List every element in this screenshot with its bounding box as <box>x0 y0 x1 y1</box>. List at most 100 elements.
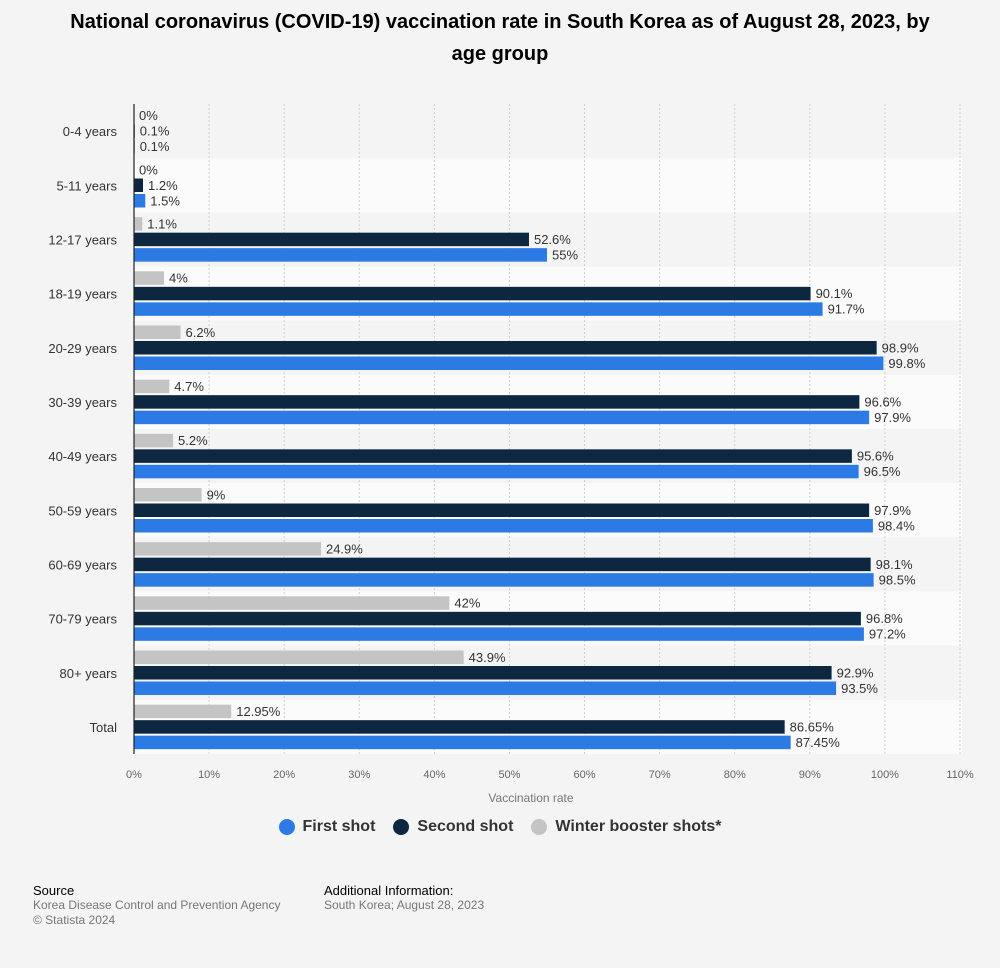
legend-item-second-shot[interactable]: Second shot <box>393 818 513 836</box>
category-label: 50-59 years <box>48 503 117 518</box>
bar-second <box>134 232 529 247</box>
chart-legend: First shot Second shot Winter booster sh… <box>0 818 1000 836</box>
bar-first <box>134 248 547 262</box>
category-label: Total <box>90 720 118 735</box>
x-tick-label: 20% <box>273 769 295 781</box>
bar-second <box>134 503 870 517</box>
x-axis-label: Vaccination rate <box>488 791 573 805</box>
bar-first <box>134 194 146 208</box>
category-label: 30-39 years <box>48 395 117 410</box>
footer-additional-info: Additional Information: South Korea; Aug… <box>324 883 484 913</box>
bar-first <box>134 410 870 425</box>
data-label-first: 91.7% <box>828 302 865 317</box>
data-label-first: 97.9% <box>874 410 911 425</box>
legend-marker-first-shot <box>278 819 295 835</box>
row-band <box>134 158 962 213</box>
legend-label-winter-booster: Winter booster shots* <box>555 818 722 835</box>
legend-label-second-shot: Second shot <box>417 818 514 835</box>
category-label: 5-11 years <box>57 178 118 193</box>
data-label-second: 90.1% <box>816 286 853 301</box>
chart-title: National coronavirus (COVID-19) vaccinat… <box>70 11 930 65</box>
data-label-booster: 0% <box>139 162 158 177</box>
data-label-first: 96.5% <box>864 464 901 479</box>
bar-booster <box>134 271 165 285</box>
data-label-second: 97.9% <box>874 503 911 518</box>
legend-item-first-shot[interactable]: First shot <box>278 818 376 836</box>
data-label-first: 98.4% <box>878 518 915 533</box>
category-label: 18-19 years <box>48 287 117 302</box>
bar-first <box>134 627 864 641</box>
data-label-second: 95.6% <box>857 449 894 464</box>
data-label-second: 52.6% <box>534 232 571 247</box>
data-label-second: 1.2% <box>148 178 178 193</box>
data-label-booster: 24.9% <box>326 541 363 556</box>
data-label-booster: 5.2% <box>178 433 208 448</box>
bar-second <box>134 395 860 409</box>
legend-marker-winter-booster <box>531 819 548 835</box>
legend-label-first-shot: First shot <box>302 818 376 835</box>
source-heading: Source <box>33 883 75 898</box>
data-label-booster: 42% <box>454 596 480 611</box>
legend-item-winter-booster[interactable]: Winter booster shots* <box>531 818 722 836</box>
bar-booster <box>134 488 202 502</box>
data-label-booster: 12.95% <box>236 704 281 719</box>
data-label-first: 0.1% <box>140 139 170 154</box>
data-label-first: 93.5% <box>841 681 878 696</box>
data-label-second: 0.1% <box>140 124 170 139</box>
data-label-first: 99.8% <box>888 356 925 371</box>
data-label-first: 55% <box>552 247 578 262</box>
category-label: 20-29 years <box>48 341 117 356</box>
x-tick-label: 30% <box>348 769 370 781</box>
category-label: 0-4 years <box>63 124 118 139</box>
category-label: 80+ years <box>60 666 118 681</box>
x-tick-label: 100% <box>871 769 899 781</box>
bar-first <box>134 573 874 587</box>
data-label-second: 96.6% <box>864 394 901 409</box>
data-label-booster: 1.1% <box>147 216 177 231</box>
bar-second <box>134 720 785 734</box>
bar-booster <box>134 596 450 610</box>
data-label-second: 98.1% <box>876 557 913 572</box>
bar-second <box>134 341 877 355</box>
data-label-booster: 9% <box>207 487 226 502</box>
data-label-first: 98.5% <box>879 572 916 587</box>
bar-first <box>134 681 837 695</box>
data-label-first: 87.45% <box>796 735 841 750</box>
info-text: South Korea; August 28, 2023 <box>324 898 485 912</box>
data-label-booster: 0% <box>139 108 158 123</box>
bar-second <box>134 449 852 463</box>
bar-first <box>134 356 884 370</box>
source-link[interactable]: Korea Disease Control and Prevention Age… <box>33 898 281 912</box>
category-label: 40-49 years <box>48 449 117 464</box>
x-tick-label: 0% <box>126 769 142 781</box>
data-label-booster: 4.7% <box>174 379 204 394</box>
bar-booster <box>134 325 181 339</box>
data-label-second: 98.9% <box>882 340 919 355</box>
category-label: 70-79 years <box>48 612 117 627</box>
data-label-booster: 6.2% <box>186 325 216 340</box>
data-label-booster: 43.9% <box>469 650 506 665</box>
bar-chart: 0% 10% 20% 30% 40% 50% 60% 70% 80% 90% 100% 110% Vac… <box>48 104 974 805</box>
x-tick-label: 50% <box>498 769 520 781</box>
x-tick-label: 80% <box>724 769 746 781</box>
bar-booster <box>134 650 464 664</box>
data-label-booster: 4% <box>169 271 188 286</box>
bar-first <box>134 519 873 533</box>
data-label-second: 86.65% <box>790 719 835 734</box>
copyright-text: © Statista 2024 <box>33 913 116 927</box>
x-tick-label: 60% <box>574 769 596 781</box>
x-tick-label: 40% <box>423 769 445 781</box>
bar-first <box>134 302 823 316</box>
bar-booster <box>134 542 321 556</box>
bar-first <box>134 735 791 750</box>
x-tick-label: 10% <box>198 769 220 781</box>
x-tick-label: 110% <box>946 769 974 781</box>
data-label-second: 96.8% <box>866 611 903 626</box>
info-heading[interactable]: Additional Information: <box>324 883 454 898</box>
bar-second <box>134 557 871 572</box>
bar-second <box>134 611 861 626</box>
footer-source: Source Korea Disease Control and Prevent… <box>33 883 280 928</box>
bar-booster <box>134 379 170 394</box>
legend-marker-second-shot <box>393 819 410 835</box>
data-label-first: 1.5% <box>150 193 180 208</box>
